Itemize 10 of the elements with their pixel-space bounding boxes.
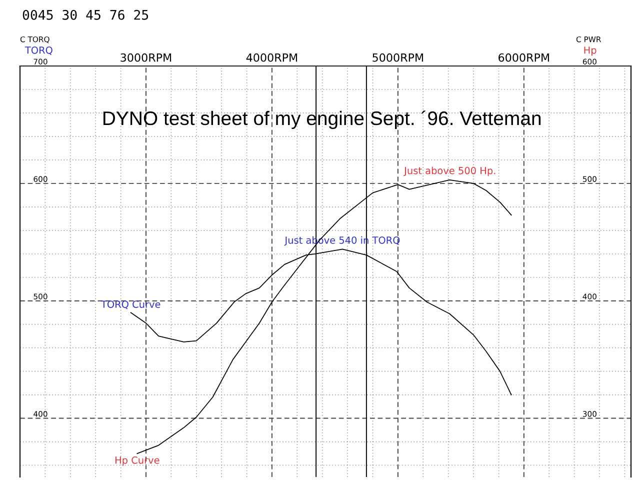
series-label: TORQ Curve [100, 300, 160, 310]
series-label: Hp Curve [115, 456, 160, 466]
y2-axis-title: Hp [584, 46, 596, 56]
x-tick-label: 4000RPM [246, 53, 298, 62]
x-tick-label: 5000RPM [372, 53, 423, 62]
text: 0045 30 45 76 25 [22, 10, 148, 20]
x-tick-label: 6000RPM [498, 53, 549, 62]
annotation: Just above 500 Hp. [404, 166, 496, 176]
y-axis-title: TORQ [24, 46, 52, 55]
x-tick-label: 3000RPM [120, 53, 172, 62]
